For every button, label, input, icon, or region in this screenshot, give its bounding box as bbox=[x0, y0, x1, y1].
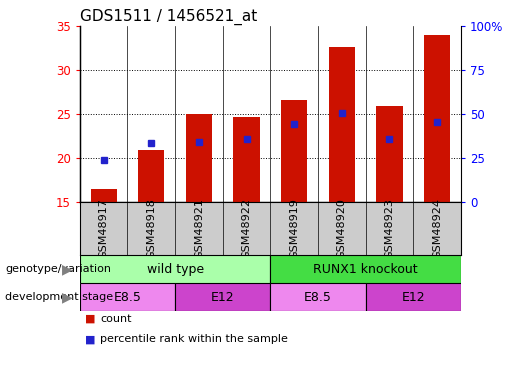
Bar bbox=[329, 46, 355, 202]
Bar bbox=[91, 189, 117, 202]
Text: RUNX1 knockout: RUNX1 knockout bbox=[313, 262, 418, 276]
Text: GDS1511 / 1456521_at: GDS1511 / 1456521_at bbox=[80, 9, 257, 25]
Bar bbox=[233, 117, 260, 202]
Text: GSM48918: GSM48918 bbox=[146, 198, 156, 259]
Text: ■: ■ bbox=[85, 334, 95, 344]
Bar bbox=[80, 255, 270, 283]
Text: development stage: development stage bbox=[5, 292, 113, 302]
Text: genotype/variation: genotype/variation bbox=[5, 264, 111, 274]
Bar bbox=[366, 283, 461, 311]
Text: GSM48920: GSM48920 bbox=[337, 198, 347, 259]
Text: E12: E12 bbox=[211, 291, 234, 304]
Bar bbox=[175, 283, 270, 311]
Text: wild type: wild type bbox=[147, 262, 203, 276]
Text: E12: E12 bbox=[402, 291, 425, 304]
Bar bbox=[186, 114, 212, 202]
Text: ■: ■ bbox=[85, 314, 95, 324]
Text: E8.5: E8.5 bbox=[304, 291, 332, 304]
Bar bbox=[138, 150, 164, 202]
Bar bbox=[270, 283, 366, 311]
Bar bbox=[281, 100, 307, 202]
Bar bbox=[424, 35, 450, 203]
Text: GSM48923: GSM48923 bbox=[385, 198, 394, 259]
Text: E8.5: E8.5 bbox=[113, 291, 142, 304]
Text: GSM48922: GSM48922 bbox=[242, 198, 251, 259]
Text: GSM48917: GSM48917 bbox=[99, 198, 109, 259]
Text: GSM48919: GSM48919 bbox=[289, 198, 299, 259]
Text: ▶: ▶ bbox=[62, 262, 72, 276]
Bar bbox=[376, 106, 403, 202]
Text: count: count bbox=[100, 314, 132, 324]
Bar bbox=[270, 255, 461, 283]
Text: ▶: ▶ bbox=[62, 290, 72, 304]
Bar bbox=[80, 283, 175, 311]
Text: percentile rank within the sample: percentile rank within the sample bbox=[100, 334, 288, 344]
Text: GSM48921: GSM48921 bbox=[194, 198, 204, 259]
Text: GSM48924: GSM48924 bbox=[432, 198, 442, 259]
